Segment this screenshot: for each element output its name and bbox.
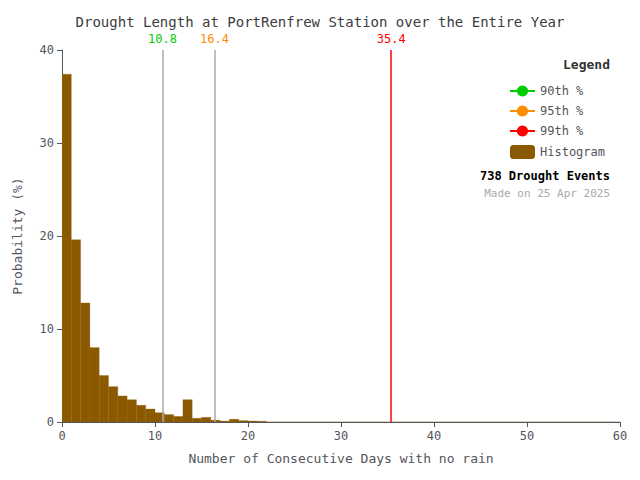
svg-text:0: 0: [58, 429, 65, 443]
svg-text:40: 40: [40, 43, 54, 57]
svg-text:20: 20: [241, 429, 255, 443]
svg-text:60: 60: [613, 429, 627, 443]
svg-text:30: 30: [40, 136, 54, 150]
svg-text:Histogram: Histogram: [540, 145, 605, 159]
svg-text:20: 20: [40, 229, 54, 243]
svg-text:40: 40: [427, 429, 441, 443]
svg-text:35.4: 35.4: [377, 32, 406, 46]
svg-text:10: 10: [40, 322, 54, 336]
svg-text:Number of Consecutive Days wit: Number of Consecutive Days with no rain: [188, 451, 493, 466]
svg-text:Legend: Legend: [563, 57, 610, 72]
svg-text:738 Drought Events: 738 Drought Events: [480, 169, 610, 183]
svg-text:90th %: 90th %: [540, 84, 584, 98]
svg-text:0: 0: [47, 415, 54, 429]
svg-text:95th %: 95th %: [540, 104, 584, 118]
svg-text:Drought Length at PortRenfrew: Drought Length at PortRenfrew Station ov…: [76, 14, 565, 30]
svg-text:Made on 25 Apr 2025: Made on 25 Apr 2025: [484, 187, 610, 200]
svg-text:Probability (%): Probability (%): [10, 177, 25, 294]
svg-text:30: 30: [334, 429, 348, 443]
svg-text:10: 10: [148, 429, 162, 443]
svg-text:99th %: 99th %: [540, 124, 584, 138]
svg-text:50: 50: [520, 429, 534, 443]
svg-text:10.8: 10.8: [148, 32, 177, 46]
svg-text:16.4: 16.4: [200, 32, 229, 46]
